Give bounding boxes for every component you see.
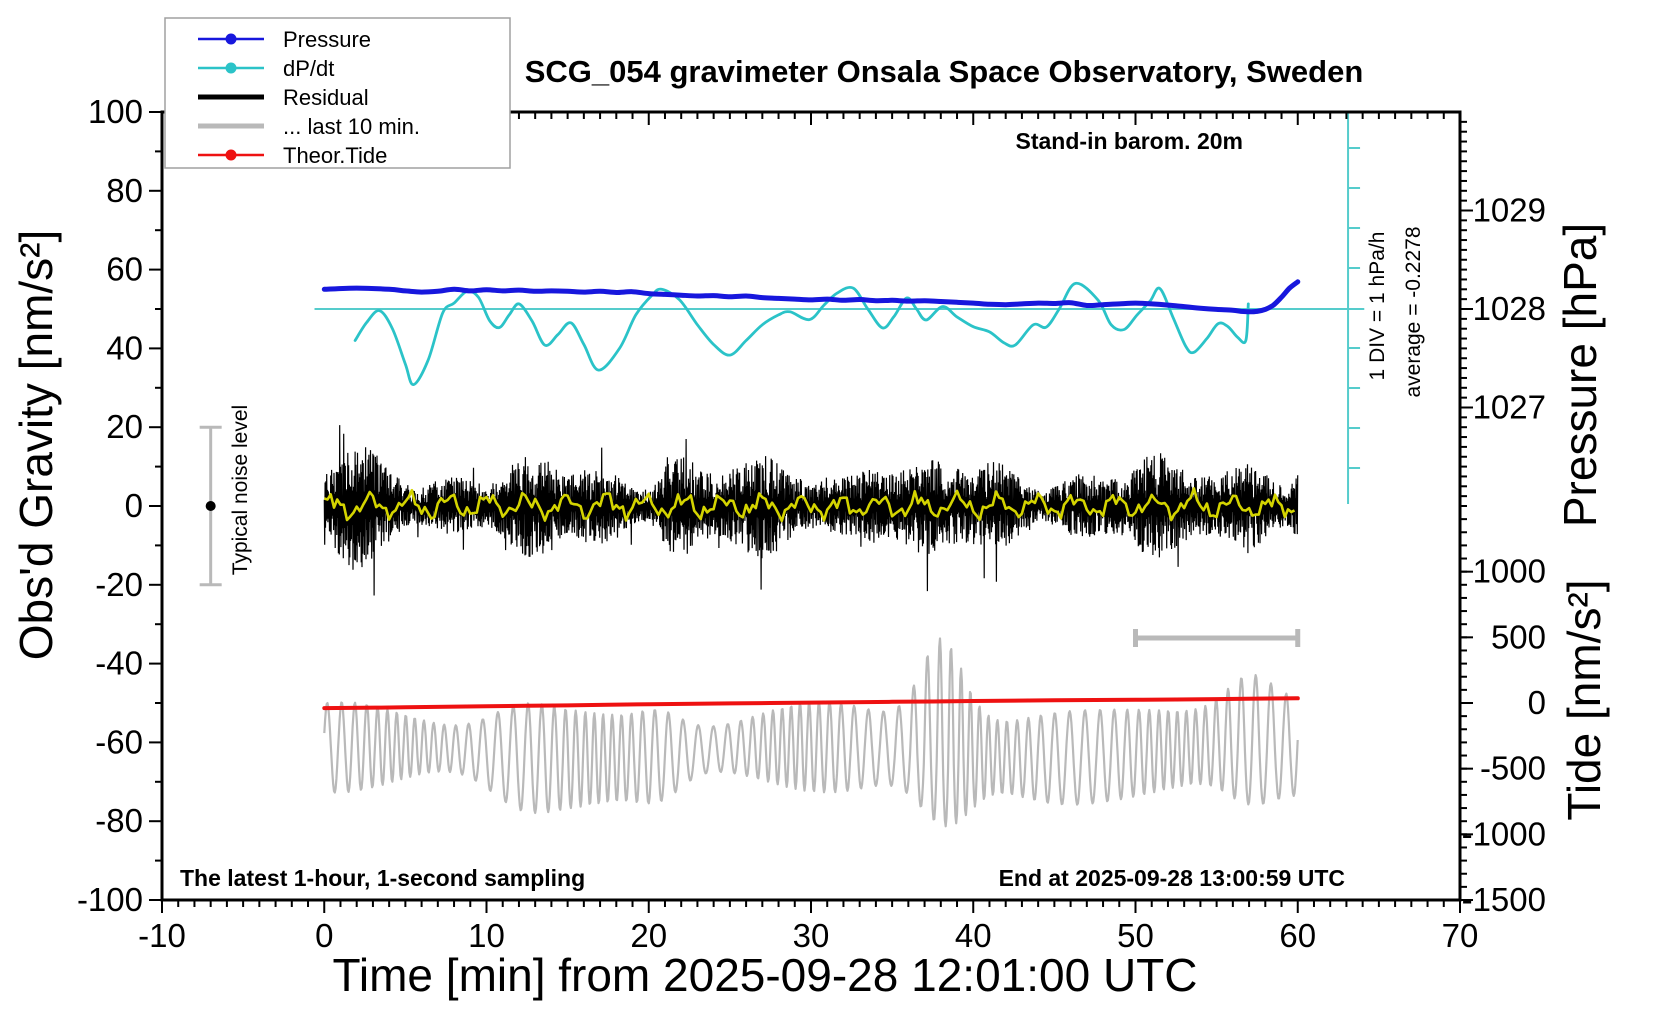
axis-ticks-layer: -10 0 10 20 30 40 50 60 70100806040200-20-40-60-… [77,93,1546,954]
y-left-tick-label: 60 [106,251,143,288]
legend-item-residual: Residual [198,85,369,110]
x-tick-label: 20 [630,917,667,954]
y-right-tide-axis-title: Tide [nm/s²] [1558,579,1610,820]
pressure-tick-label: 1028 [1473,290,1546,327]
y-left-tick-label: -60 [95,723,143,760]
series-pressure [321,279,1301,315]
y-left-tick-label: 20 [106,408,143,445]
legend-item-dp-dt: dP/dt [198,56,334,81]
x-tick-label: 0 [315,917,333,954]
y-left-tick-label: 100 [88,93,143,130]
legend-label: ... last 10 min. [283,114,420,139]
x-tick-label: -10 [138,917,186,954]
div-scale-label: 1 DIV = 1 hPa/h [1366,232,1389,381]
y-left-tick-label: 0 [125,487,143,524]
average-label: average = -0.2278 [1402,226,1425,397]
legend-item-pressure: Pressure [198,27,371,52]
sampling-note: The latest 1-hour, 1-second sampling [180,865,585,891]
x-tick-label: 10 [468,917,505,954]
x-tick-label: 70 [1442,917,1479,954]
y-left-axis-title: Obs'd Gravity [nm/s²] [10,230,62,661]
series-residual [323,425,1299,596]
legend-box [164,17,511,169]
noise-bar-center-dot [205,501,216,511]
static-text-layer: SCG_054 gravimeter Onsala Space Observat… [10,54,1610,1001]
barometer-note: Stand-in barom. 20m [1016,128,1243,154]
legend-item-theor-tide: Theor.Tide [198,143,387,168]
series-dpdt [353,281,1250,386]
y-right-pressure-axis-title: Pressure [hPa] [1554,223,1606,527]
x-tick-label: 50 [1117,917,1154,954]
tide-tick-label: -1500 [1462,881,1546,918]
plot-title: SCG_054 gravimeter Onsala Space Observat… [525,54,1364,89]
legend-label: Theor.Tide [283,143,387,168]
pressure-tick-label: 1029 [1473,192,1546,229]
legend-marker-dot [225,62,237,74]
series-residual-smoothed [323,487,1296,523]
legend-label: Residual [283,85,369,110]
end-time-note: End at 2025-09-28 13:00:59 UTC [999,865,1345,891]
y-left-tick-label: 40 [106,329,143,366]
x-tick-label: 40 [955,917,992,954]
legend: Pressure dP/dt Residual ... last 10 min. The… [164,17,511,169]
curves-layer [321,279,1301,828]
x-axis-title: Time [min] from 2025-09-28 12:01:00 UTC [333,949,1198,1001]
legend-label: Pressure [283,27,371,52]
tide-tick-label: 0 [1528,684,1546,721]
tide-tick-label: 500 [1491,618,1546,655]
tide-tick-label: 1000 [1473,553,1546,590]
y-left-tick-label: -40 [95,645,143,682]
x-tick-label: 60 [1279,917,1316,954]
y-left-tick-label: -20 [95,566,143,603]
pressure-tick-label: 1027 [1473,389,1546,426]
series-last-10-min [323,637,1299,828]
series-theor-tide [322,696,1300,711]
legend-marker-dot [225,33,237,45]
y-left-tick-label: -80 [95,802,143,839]
tide-tick-label: -500 [1480,750,1546,787]
noise-bar-label: Typical noise level [229,405,252,575]
legend-item--last-10-min-: ... last 10 min. [198,114,420,139]
tide-tick-label: -1000 [1462,815,1546,852]
y-left-tick-label: 80 [106,172,143,209]
y-left-tick-label: -100 [77,881,143,918]
x-tick-label: 30 [793,917,830,954]
legend-marker-dot [225,149,237,161]
legend-label: dP/dt [283,56,334,81]
